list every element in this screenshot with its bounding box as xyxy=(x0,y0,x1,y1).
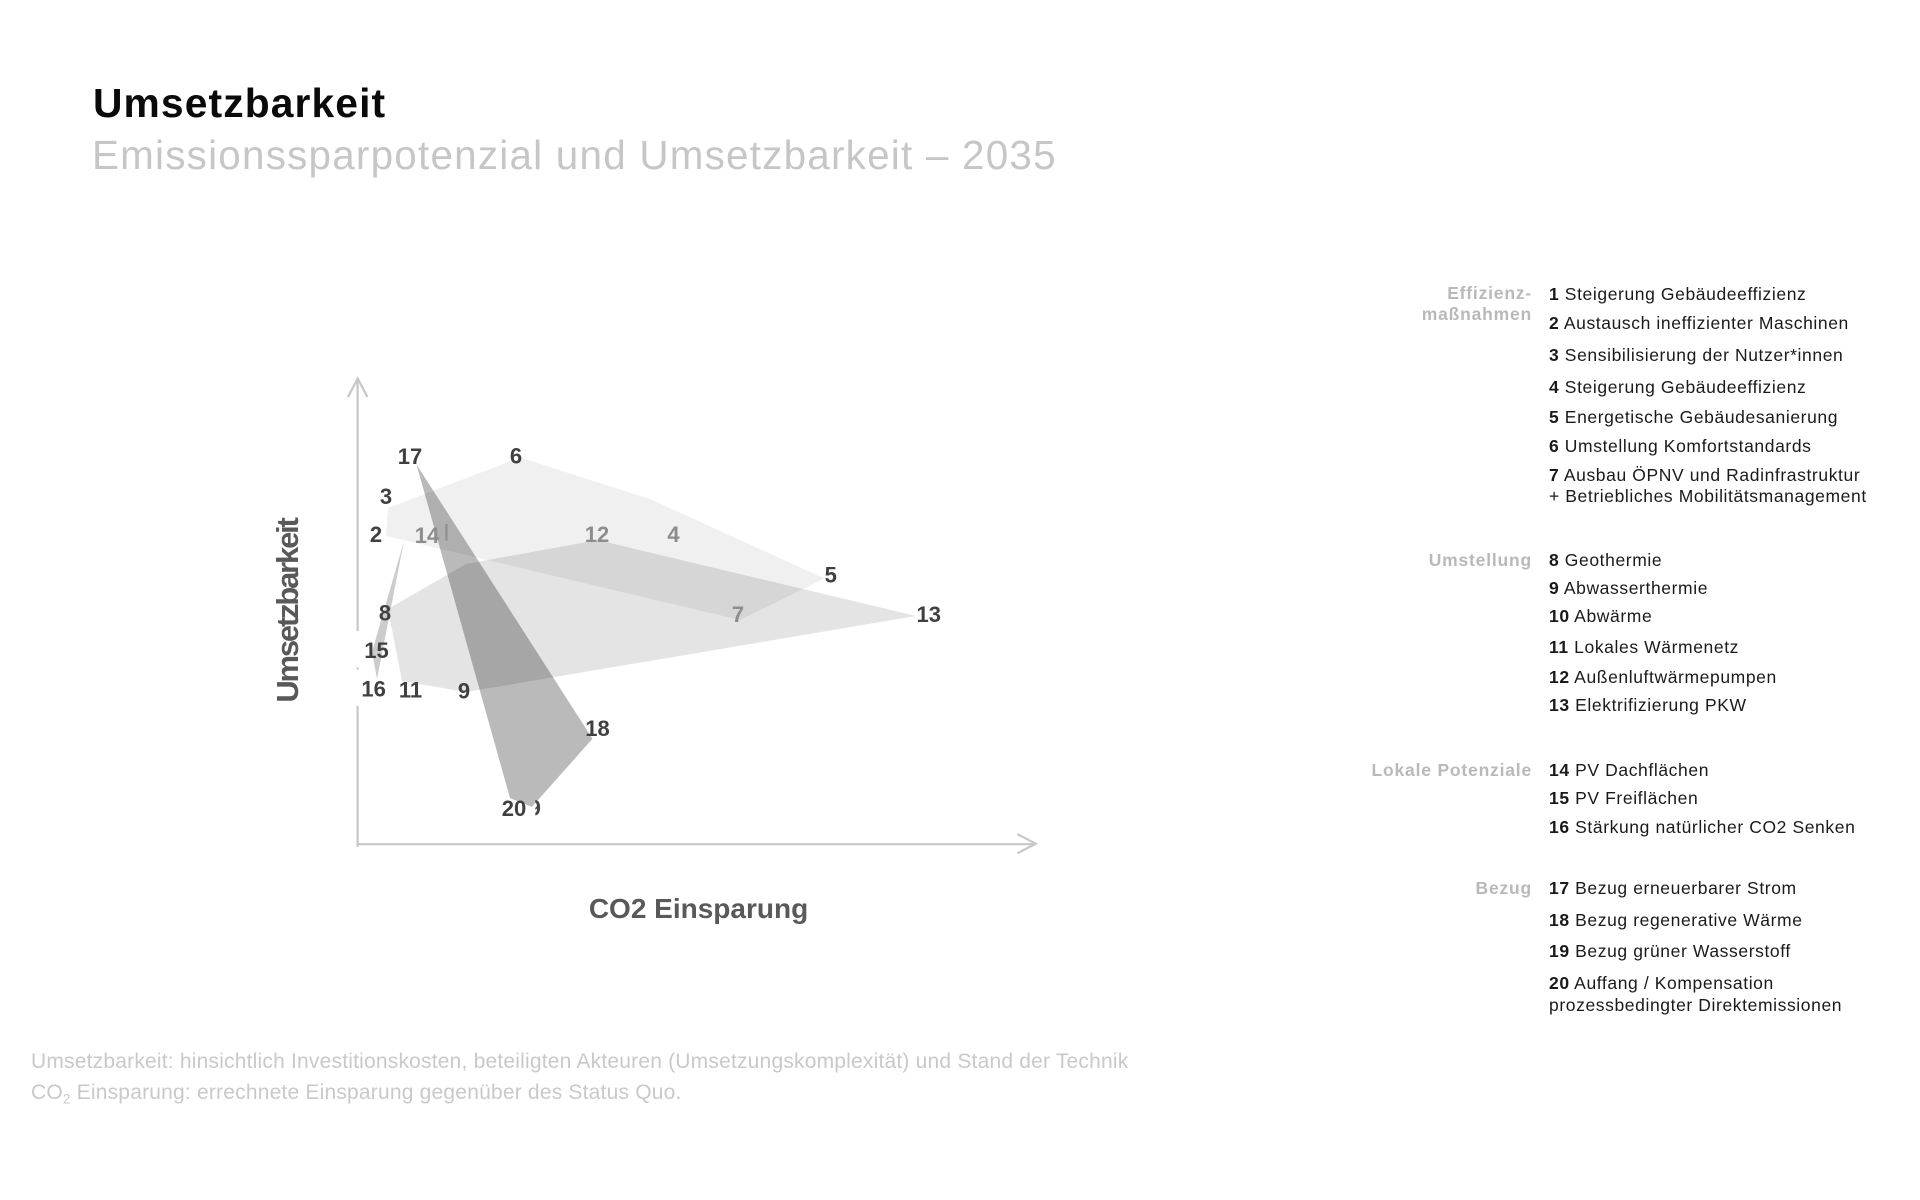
svg-text:20: 20 xyxy=(502,796,526,821)
svg-text:15: 15 xyxy=(364,638,388,663)
svg-text:2: 2 xyxy=(370,522,382,547)
svg-text:CO2 Einsparung: CO2 Einsparung xyxy=(589,893,808,924)
svg-text:14: 14 xyxy=(415,523,440,548)
svg-text:8: 8 xyxy=(379,600,391,625)
svg-text:6: 6 xyxy=(510,444,522,469)
svg-text:13: 13 xyxy=(917,602,941,627)
svg-text:12: 12 xyxy=(585,522,609,547)
svg-text:5: 5 xyxy=(825,562,837,587)
svg-text:7: 7 xyxy=(732,602,744,627)
svg-text:9: 9 xyxy=(458,679,470,704)
svg-text:9: 9 xyxy=(529,796,541,821)
svg-text:18: 18 xyxy=(585,716,609,741)
svg-text:17: 17 xyxy=(398,444,422,469)
svg-text:11: 11 xyxy=(399,678,422,703)
svg-text:Umsetzbarkeit: Umsetzbarkeit xyxy=(270,517,305,702)
svg-text:16: 16 xyxy=(361,677,385,702)
svg-text:4: 4 xyxy=(667,522,680,547)
svg-text:3: 3 xyxy=(380,484,392,509)
